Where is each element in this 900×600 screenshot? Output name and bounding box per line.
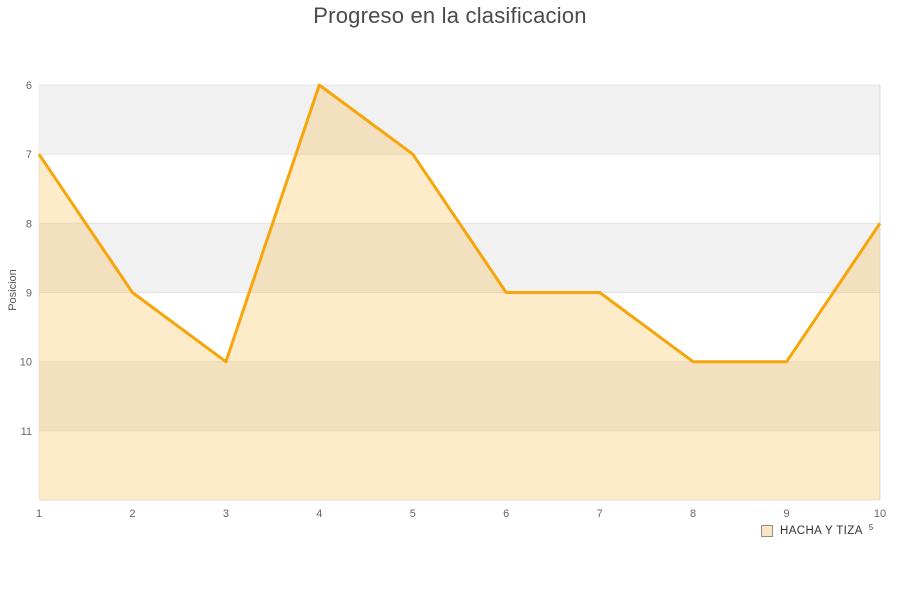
y-tick-label: 6: [26, 80, 32, 92]
x-tick-label: 4: [316, 508, 322, 520]
x-tick-label: 10: [874, 508, 886, 520]
plot-band: [39, 85, 880, 155]
y-tick-label: 10: [20, 357, 32, 369]
plot-band: [39, 223, 880, 293]
chart-title: Progreso en la clasificacion: [313, 3, 587, 28]
x-tick-label: 5: [410, 508, 416, 520]
legend-note: 5: [868, 522, 874, 532]
y-tick-label: 11: [21, 426, 32, 438]
x-tick-label: 8: [690, 508, 696, 520]
y-tick-label: 9: [26, 288, 32, 300]
legend[interactable]: HACHA Y TIZA 5: [761, 522, 874, 537]
legend-swatch-icon: [761, 525, 773, 537]
y-tick-label: 8: [26, 218, 32, 230]
x-tick-label: 9: [784, 508, 790, 520]
series-area-fill: [39, 85, 880, 500]
x-tick-label: 2: [129, 508, 135, 520]
series-line: [37, 83, 882, 364]
y-tick-label: 7: [26, 149, 32, 161]
x-tick-label: 3: [223, 508, 229, 520]
plot-band: [39, 361, 880, 431]
legend-label: HACHA Y TIZA: [780, 525, 863, 537]
x-tick-label: 6: [503, 508, 509, 520]
x-tick-label: 7: [597, 508, 603, 520]
x-tick-label: 1: [36, 508, 42, 520]
